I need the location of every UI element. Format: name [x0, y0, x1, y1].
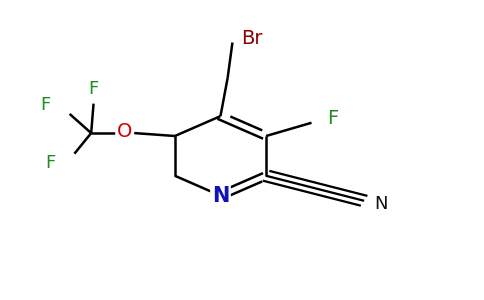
- Text: F: F: [45, 154, 56, 172]
- Text: F: F: [89, 80, 99, 98]
- Text: N: N: [212, 186, 229, 206]
- Text: F: F: [41, 96, 51, 114]
- Text: F: F: [327, 109, 339, 128]
- Text: Br: Br: [241, 28, 262, 48]
- Text: O: O: [117, 122, 132, 141]
- Text: N: N: [374, 195, 388, 213]
